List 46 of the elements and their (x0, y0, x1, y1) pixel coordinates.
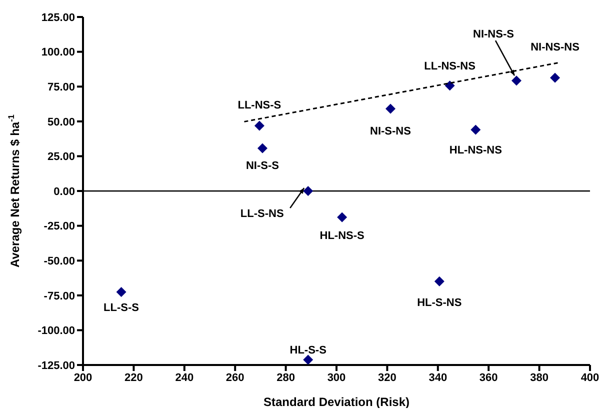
annotation: LL-S-S (104, 302, 140, 314)
y-tick-label: 100.00 (41, 46, 75, 59)
point (303, 354, 314, 365)
x-tick-label: 400 (580, 372, 600, 384)
x-tick-label: 220 (124, 372, 143, 384)
y-tick-label: 0.00 (54, 186, 75, 198)
y-tick-label: 50.00 (47, 116, 75, 128)
annotation: HL-NS-S (320, 230, 364, 242)
point (254, 120, 264, 131)
x-tick-label: 280 (276, 372, 295, 384)
x-tick-label: 380 (530, 372, 548, 384)
annotation: NI-S-S (246, 160, 279, 172)
annotation: HL-S-S (290, 344, 326, 357)
y-tick-label: 25.00 (47, 151, 75, 164)
point (385, 104, 396, 114)
x-tick-label: 320 (378, 372, 396, 384)
x-tick-label: 260 (226, 372, 244, 384)
point (337, 212, 348, 222)
y-tick-label: 75.00 (47, 82, 75, 94)
annotation: NI-NS-S (473, 28, 514, 41)
y-tick-label: -75.00 (44, 290, 75, 302)
x-tick-label: 200 (74, 372, 92, 384)
annotation: HL-NS-NS (449, 144, 502, 157)
point (116, 287, 126, 298)
annotation: LL-S-NS (240, 208, 284, 220)
y-tick-label: -100.00 (38, 325, 75, 338)
x-tick-label: 360 (479, 372, 498, 384)
point (444, 80, 455, 91)
y-tick-label: -125.00 (38, 360, 75, 372)
y-tick-label: -25.00 (44, 220, 75, 233)
annotation: HL-S-NS (417, 297, 462, 310)
annotation: LL-NS-NS (424, 60, 476, 73)
y-tick-label: 125.00 (41, 12, 75, 24)
point (470, 124, 481, 135)
point (257, 143, 268, 154)
x-tick-label: 300 (327, 372, 346, 384)
point (434, 276, 444, 286)
y-tick-label: -50.00 (44, 256, 75, 268)
annotation: NI-S-NS (370, 126, 411, 138)
point (511, 76, 522, 86)
point (550, 72, 560, 83)
x-tick-label: 340 (428, 372, 448, 384)
annotation: LL-NS-S (238, 100, 282, 112)
point (303, 186, 314, 196)
annotation: NI-NS-NS (530, 42, 580, 54)
x-tick-label: 240 (175, 372, 194, 384)
